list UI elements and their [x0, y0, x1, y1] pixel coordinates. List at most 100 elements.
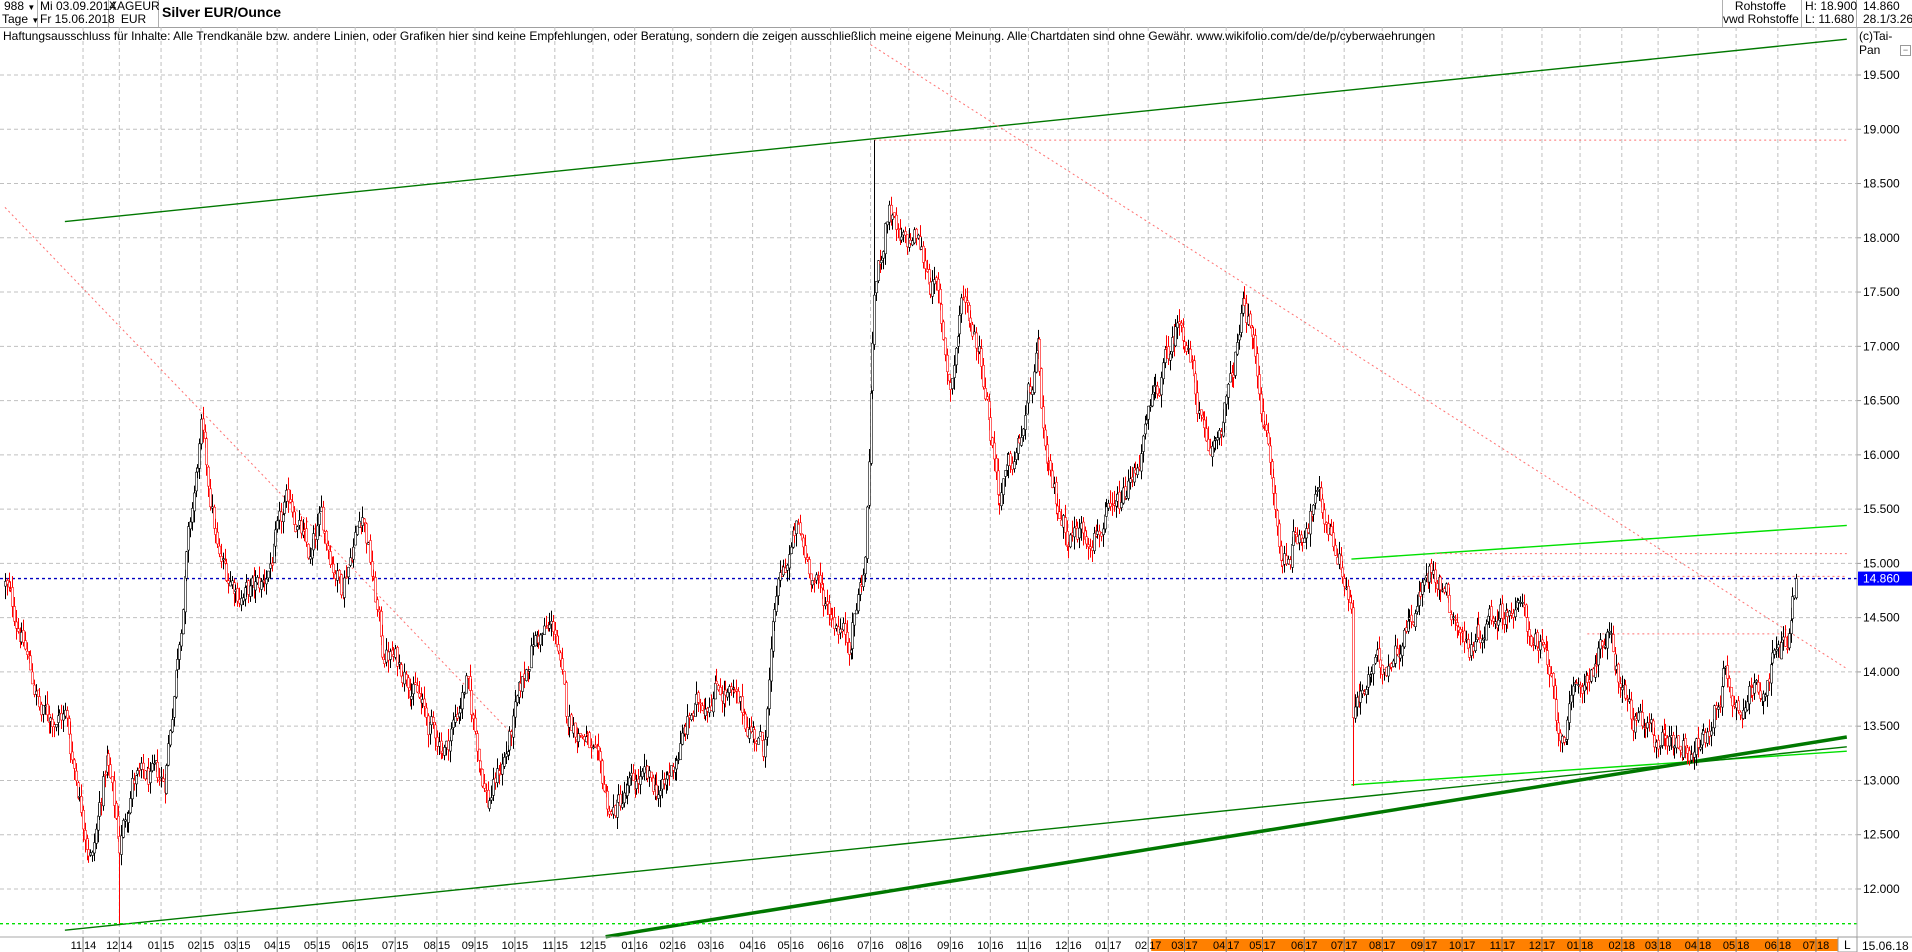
candle-body [1673, 745, 1676, 749]
candle-body [1501, 603, 1504, 619]
date-range[interactable]: Mi 03.09.2014 Fr 15.06.2018 [38, 0, 116, 27]
candle-body [590, 745, 593, 748]
candle-body [1096, 530, 1099, 535]
candle-body [1125, 496, 1128, 499]
candle-body [242, 597, 245, 602]
chevron-down-icon: ▼ [31, 16, 40, 25]
interval-value: Tage [2, 12, 29, 26]
collapse-icon[interactable]: − [1900, 45, 1911, 56]
candle-body [1180, 322, 1183, 326]
candle-body [819, 575, 822, 584]
candle-body [1537, 647, 1540, 651]
candle [635, 774, 638, 795]
candle [501, 753, 504, 786]
candle-body [982, 365, 985, 388]
candle [641, 768, 644, 780]
candle-body [345, 576, 348, 579]
candle [1706, 727, 1709, 747]
candle [1078, 518, 1081, 549]
bar-count-dropdown[interactable]: 988 ▼ [0, 0, 37, 13]
candle [946, 348, 949, 385]
candle-body [1015, 452, 1018, 460]
candle-body [1254, 335, 1257, 357]
candle [1196, 380, 1199, 422]
candle-body [289, 499, 292, 503]
x-tick-label-year: 16 [792, 940, 804, 952]
candle-body [338, 570, 341, 578]
candle [1350, 594, 1353, 614]
candle [1526, 605, 1529, 644]
candle-body [51, 718, 54, 727]
candle [1399, 644, 1402, 662]
interval-dropdown[interactable]: Tage ▼ [0, 12, 40, 26]
candle [162, 769, 165, 783]
candle-body [712, 698, 715, 713]
candle-body [73, 759, 76, 769]
x-tick-label-month: 01 [621, 940, 633, 952]
candle [69, 721, 72, 763]
candle-body [966, 300, 969, 303]
candle-body [396, 647, 399, 667]
candle [452, 712, 455, 735]
candle-body [271, 562, 274, 566]
date-to: Fr 15.06.2018 [40, 12, 115, 26]
candle-body [1171, 337, 1174, 353]
candle [42, 705, 45, 723]
candle-body [1278, 523, 1281, 547]
candle [679, 730, 682, 761]
candle-body [1381, 664, 1384, 675]
candle [202, 406, 205, 443]
x-tick-label-year: 17 [1383, 940, 1395, 952]
candle-body [1670, 735, 1673, 738]
candle [115, 800, 118, 821]
candle-body [1508, 610, 1511, 617]
candle-body [1258, 374, 1261, 395]
candle [476, 730, 479, 763]
candle-body [1359, 690, 1362, 703]
candle-body [1265, 424, 1268, 431]
candle [249, 578, 252, 602]
candle-body [1650, 719, 1653, 724]
candle-body [1693, 751, 1696, 758]
candle [766, 706, 769, 746]
candle-body [855, 609, 858, 615]
candle [1105, 498, 1108, 517]
candle-body [1791, 596, 1794, 620]
candle-body [1790, 620, 1793, 634]
candle-body [1260, 393, 1263, 414]
candle-body [1454, 618, 1457, 621]
candle [1327, 514, 1330, 542]
candle [775, 585, 778, 616]
candle-body [1463, 630, 1466, 643]
candle [1641, 699, 1644, 730]
candle [1414, 609, 1417, 631]
candle-body [808, 559, 811, 575]
x-tick-label-month: 02 [1609, 940, 1621, 952]
candle [1479, 630, 1482, 649]
chevron-down-icon: ▼ [27, 3, 36, 12]
candle [1334, 538, 1337, 557]
candle [479, 760, 482, 776]
candle-body [1510, 613, 1513, 616]
candle-body [352, 546, 355, 560]
candle [13, 596, 16, 627]
candle [1557, 712, 1560, 747]
x-tick-label-year: 17 [1425, 940, 1437, 952]
candle [1038, 337, 1041, 376]
candle [770, 636, 773, 692]
candle [1035, 342, 1038, 374]
candle [434, 722, 437, 751]
candle-body [1156, 385, 1159, 395]
candle [1379, 659, 1382, 679]
candle [1245, 294, 1248, 333]
candle [347, 566, 350, 585]
y-tick-label: 14.000 [1863, 665, 1900, 679]
candle [169, 729, 172, 748]
last-price-badge-label: 14.860 [1863, 572, 1900, 586]
candle-body [247, 580, 250, 595]
candle-body [603, 784, 606, 792]
period-high: H: 18.900 [1805, 0, 1858, 13]
candle-body [1051, 470, 1054, 488]
candle [563, 670, 566, 685]
